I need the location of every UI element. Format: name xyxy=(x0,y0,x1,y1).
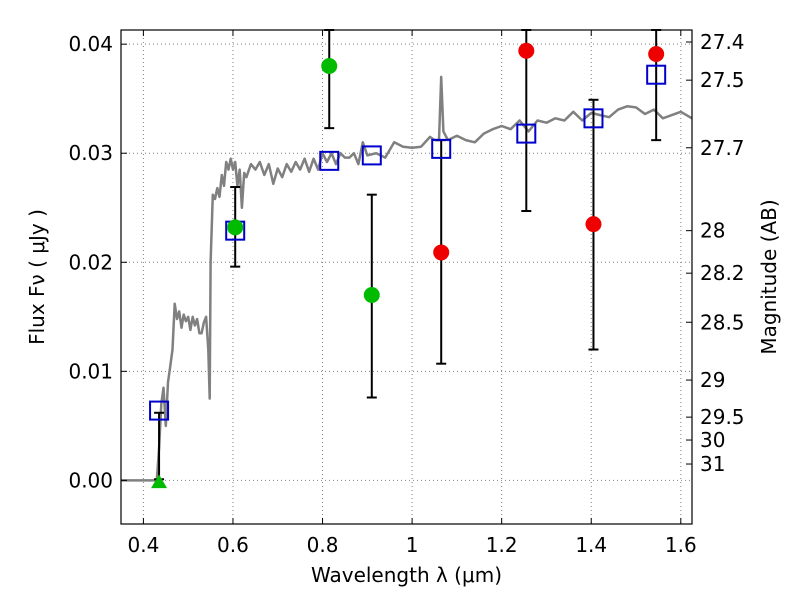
grid-lines xyxy=(121,30,692,524)
green-circle-marker xyxy=(363,286,380,303)
x-tick-label: 1 xyxy=(406,533,419,557)
y-tick-label: 0.04 xyxy=(68,32,113,56)
green-circle-marker xyxy=(321,57,338,74)
y2-tick-label: 31 xyxy=(700,452,725,476)
blue-square-marker xyxy=(431,138,452,159)
x-tick-label: 1.2 xyxy=(486,533,518,557)
y-axis-title: Flux Fν ( μJy ) xyxy=(25,209,49,345)
y2-tick-label: 30 xyxy=(700,428,725,452)
y2-tick-label: 28.5 xyxy=(700,310,745,334)
y2-tick-label: 28.2 xyxy=(700,261,745,285)
model-spectrum-layer xyxy=(121,75,693,482)
red-circle-marker xyxy=(585,216,602,233)
red-circle-marker xyxy=(433,244,450,261)
x-tick-label: 0.4 xyxy=(127,533,159,557)
x-axis-title: Wavelength λ (μm) xyxy=(311,563,502,587)
y2-tick-label: 27.5 xyxy=(700,68,745,92)
y-tick-label: 0.01 xyxy=(68,359,113,383)
model-spectrum-line xyxy=(121,75,693,482)
x-tick-label: 1.4 xyxy=(575,533,607,557)
green-triangle-marker xyxy=(151,474,168,489)
x-tick-label: 0.8 xyxy=(307,533,339,557)
y2-tick-label: 27.7 xyxy=(700,136,745,160)
blue-square-marker xyxy=(583,108,604,129)
x-tick-label: 1.6 xyxy=(665,533,697,557)
x-tick-label: 0.6 xyxy=(217,533,249,557)
markers-layer xyxy=(149,42,667,489)
red-circle-marker xyxy=(648,45,665,62)
y2-axis-title: Magnitude (AB) xyxy=(757,199,781,354)
blue-square-marker xyxy=(361,145,382,166)
y-tick-label: 0.02 xyxy=(68,250,113,274)
blue-square-marker xyxy=(149,400,170,421)
plot-frame xyxy=(120,29,693,525)
error-bars-layer xyxy=(154,29,662,481)
y2-tick-label: 29.5 xyxy=(700,405,745,429)
green-circle-marker xyxy=(227,219,244,236)
blue-square-marker xyxy=(319,150,340,171)
red-circle-marker xyxy=(518,42,535,59)
ticks-layer: 0.4 0.6 0.8 1 1.2 1.4 1.6 0.00 0.01 0.02 0.03 0.04 2… xyxy=(68,30,744,557)
y-tick-label: 0.00 xyxy=(68,468,113,492)
y2-tick-label: 29 xyxy=(700,368,725,392)
y2-tick-label: 27.4 xyxy=(700,30,745,54)
blue-square-marker xyxy=(516,123,537,144)
y2-tick-label: 28 xyxy=(700,219,725,243)
blue-square-marker xyxy=(646,64,667,85)
y-tick-label: 0.03 xyxy=(68,141,113,165)
